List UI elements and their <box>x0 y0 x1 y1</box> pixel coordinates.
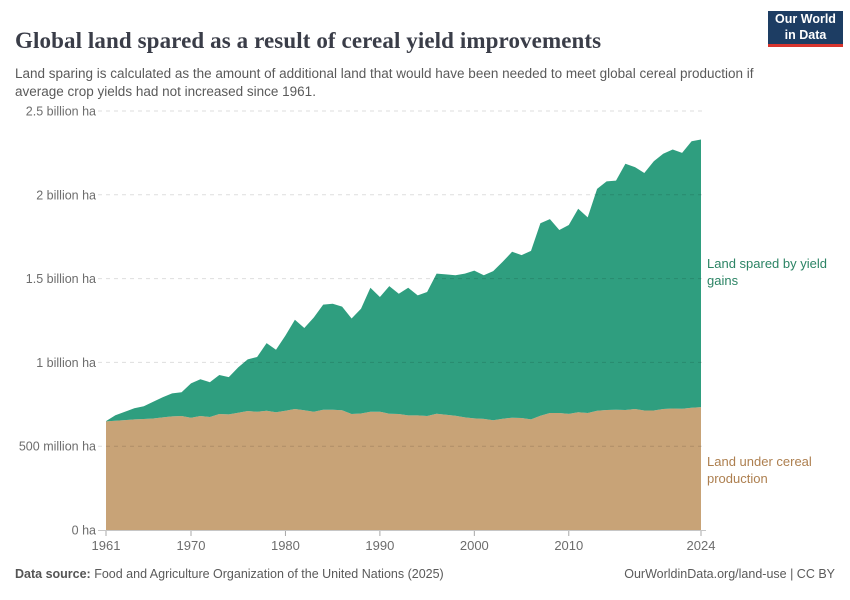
y-axis-tick-label: 1 billion ha <box>36 356 96 370</box>
footer-data-source-label: Data source: <box>15 567 91 581</box>
x-axis-tick-label: 2024 <box>687 538 716 553</box>
page-subtitle: Land sparing is calculated as the amount… <box>15 65 754 100</box>
owid-logo-line1: Our World <box>775 11 836 26</box>
x-axis-tick-label: 1990 <box>365 538 394 553</box>
footer-data-source-text: Food and Agriculture Organization of the… <box>90 567 444 581</box>
chart-footer: Data source: Food and Agriculture Organi… <box>15 567 835 581</box>
x-axis-tick-label: 1961 <box>92 538 121 553</box>
y-axis-tick-label: 2.5 billion ha <box>26 105 96 119</box>
series-label-land-spared: Land spared by yield gains <box>707 256 827 288</box>
y-axis-tick-label: 2 billion ha <box>36 188 96 202</box>
y-axis-tick-label: 1.5 billion ha <box>26 272 96 286</box>
x-axis-tick-label: 1980 <box>271 538 300 553</box>
area-land-under-cereal-production <box>106 407 701 530</box>
page-title: Global land spared as a result of cereal… <box>15 28 602 54</box>
footer-license: OurWorldinData.org/land-use | CC BY <box>624 567 835 581</box>
y-axis-tick-label: 0 ha <box>72 524 96 538</box>
footer-data-source: Data source: Food and Agriculture Organi… <box>15 567 444 581</box>
area-land-spared-by-yield-gains <box>106 139 701 422</box>
x-axis-tick-label: 2000 <box>460 538 489 553</box>
y-axis-tick-label: 500 million ha <box>19 440 96 454</box>
x-axis-tick-label: 1970 <box>177 538 206 553</box>
owid-logo-line2: in Data <box>784 27 827 42</box>
series-label-land-under: Land under cereal production <box>707 454 812 486</box>
x-axis-tick-label: 2010 <box>554 538 583 553</box>
owid-logo: Our World in Data <box>768 11 843 47</box>
